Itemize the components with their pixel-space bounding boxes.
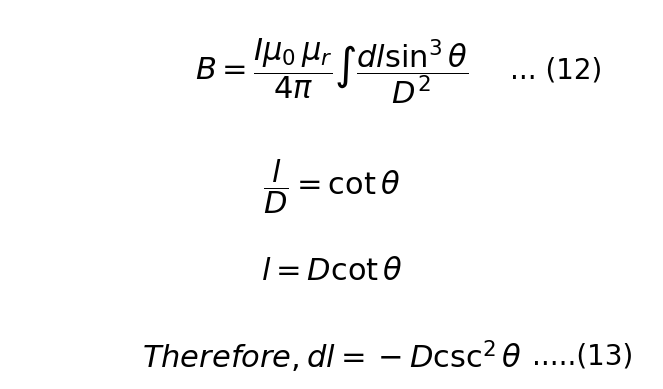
Text: $Therefore, dl = -D\csc^2\theta$: $Therefore, dl = -D\csc^2\theta$ [142,338,521,375]
Text: ... (12): ... (12) [510,57,602,85]
Text: $\dfrac{l}{D} = \cot\theta$: $\dfrac{l}{D} = \cot\theta$ [263,158,400,216]
Text: $l = D\cot\theta$: $l = D\cot\theta$ [261,257,402,286]
Text: $B = \dfrac{I\mu_0\, \mu_r}{4\pi} \int \dfrac{dl\sin^3\theta}{D^2}$: $B = \dfrac{I\mu_0\, \mu_r}{4\pi} \int \… [195,36,468,106]
Text: .....(13): .....(13) [532,343,633,371]
